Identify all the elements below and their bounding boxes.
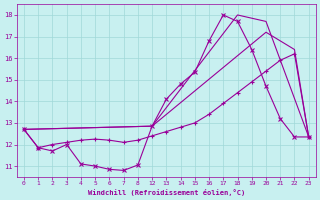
X-axis label: Windchill (Refroidissement éolien,°C): Windchill (Refroidissement éolien,°C) <box>88 189 245 196</box>
